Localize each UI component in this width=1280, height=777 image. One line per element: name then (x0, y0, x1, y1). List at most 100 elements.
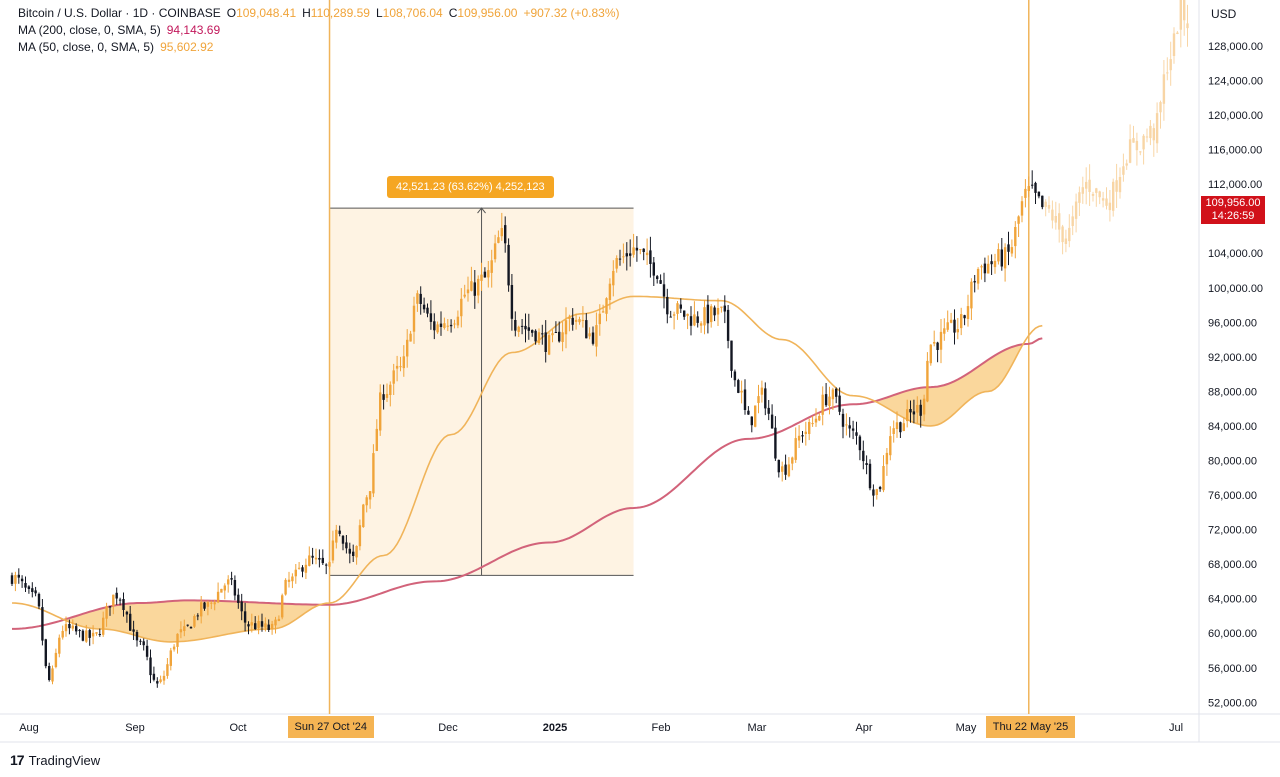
candle-body (108, 606, 112, 608)
candle-body (541, 333, 544, 335)
currency-label[interactable]: USD (1211, 7, 1237, 21)
candle-body (1115, 180, 1118, 192)
candle (1007, 231, 1010, 266)
candle (1101, 191, 1105, 208)
candle-body (649, 250, 652, 264)
candle-body (200, 602, 203, 617)
candle-body (335, 529, 338, 543)
change-value: +907.32 (+0.83%) (523, 6, 620, 20)
candle-body (561, 332, 564, 342)
candle-body (233, 580, 237, 596)
symbol-label[interactable]: Bitcoin / U.S. Dollar · 1D · COINBASE (18, 6, 221, 20)
candle-body (754, 405, 757, 427)
candle-body (588, 333, 591, 337)
candle (1078, 186, 1081, 216)
candle (514, 311, 517, 337)
candle-body (706, 304, 710, 324)
tradingview-brand[interactable]: 17 TradingView (10, 752, 100, 768)
candle (250, 613, 253, 633)
candle (936, 341, 939, 363)
candle-body (368, 491, 372, 500)
candle (473, 270, 476, 309)
tradingview-logo-icon: 17 (10, 752, 25, 768)
candle-body (862, 450, 865, 462)
candle (507, 238, 510, 292)
candle (726, 305, 730, 349)
candle-body (149, 657, 152, 676)
time-tick-2: Oct (229, 722, 246, 734)
candle (162, 670, 166, 685)
candle (652, 257, 655, 286)
ma50-legend-row[interactable]: MA (50, close, 0, SMA, 5) 95,602.92 (18, 39, 620, 56)
candle-body (301, 567, 304, 572)
candle-body (142, 641, 145, 646)
candle (703, 300, 706, 335)
candle-body (595, 325, 598, 347)
candle (987, 255, 990, 274)
candle-body (987, 263, 990, 274)
candle-body (311, 555, 314, 558)
ma50-value: 95,602.92 (160, 40, 214, 54)
time-tick-1: Sep (125, 722, 145, 734)
candle-body (267, 624, 270, 630)
candle-body (973, 281, 976, 283)
candle (895, 411, 899, 438)
price-tick-8: 84,000.00 (1208, 421, 1257, 433)
candle-body (172, 646, 176, 650)
candle-body (193, 616, 196, 627)
candle (963, 314, 966, 326)
candle-body (58, 637, 61, 654)
candle-body (1044, 201, 1047, 207)
candle-body (791, 457, 794, 464)
candle (439, 311, 443, 336)
ma200-legend-row[interactable]: MA (200, close, 0, SMA, 5) 94,143.69 (18, 22, 620, 39)
candle-body (990, 261, 993, 265)
close-value: 109,956.00 (457, 6, 518, 20)
candle-body (477, 278, 480, 296)
candle (966, 294, 970, 327)
candle-body (64, 624, 68, 632)
candle (706, 295, 710, 334)
candle-body (500, 228, 503, 237)
candle (365, 495, 368, 513)
candle-body (426, 307, 429, 314)
candle-body (125, 611, 129, 615)
candle-body (433, 321, 436, 331)
candle-body (703, 307, 706, 326)
candle (824, 383, 828, 407)
candle (368, 491, 372, 509)
candle-body (811, 423, 814, 425)
candle (1132, 125, 1135, 143)
candle-body (605, 298, 608, 314)
candle-body (34, 590, 37, 594)
candle-body (443, 323, 446, 328)
candle (135, 629, 139, 647)
candle-body (352, 551, 355, 556)
candle-body (1135, 140, 1139, 151)
candle-body (949, 319, 953, 323)
time-tick-5: Feb (652, 722, 671, 734)
candle (1098, 190, 1101, 205)
candle-body (95, 632, 98, 634)
candle (1017, 215, 1020, 237)
candle-body (122, 599, 125, 610)
candle (1159, 100, 1162, 129)
candle (1020, 196, 1024, 223)
candle (747, 406, 750, 415)
candle-body (585, 320, 588, 339)
candle (666, 288, 669, 324)
candle (362, 503, 365, 528)
candle (254, 616, 257, 630)
last-price: 109,956.00 (1205, 197, 1261, 209)
candle (122, 592, 125, 617)
candle (865, 455, 868, 475)
price-tick-9: 88,000.00 (1208, 386, 1257, 398)
candle (878, 485, 882, 492)
candle (656, 275, 659, 284)
candle (112, 594, 115, 615)
candle (257, 615, 260, 635)
candle-body (1101, 198, 1105, 201)
candle (88, 628, 91, 646)
candle (345, 535, 348, 554)
